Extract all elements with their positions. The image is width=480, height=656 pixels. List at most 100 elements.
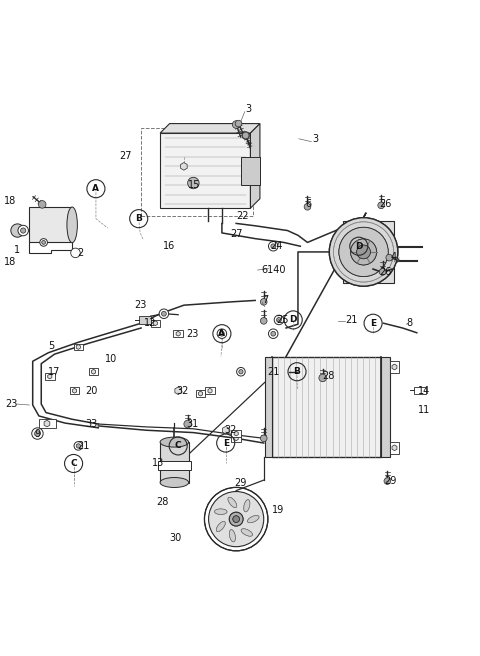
Text: 22: 22 — [236, 211, 249, 221]
Bar — [205, 388, 215, 394]
Text: 21: 21 — [346, 315, 358, 325]
Text: 3: 3 — [246, 104, 252, 114]
Circle shape — [319, 374, 326, 382]
Circle shape — [229, 512, 243, 526]
Ellipse shape — [241, 529, 252, 536]
Text: 20: 20 — [85, 386, 97, 396]
Bar — [141, 129, 253, 216]
Circle shape — [71, 248, 80, 258]
Text: 17: 17 — [48, 367, 61, 377]
Circle shape — [42, 241, 46, 244]
Text: 13: 13 — [152, 459, 164, 468]
Text: 28: 28 — [323, 371, 335, 382]
Bar — [45, 373, 55, 380]
Bar — [29, 207, 72, 243]
Circle shape — [271, 244, 276, 249]
Circle shape — [261, 435, 267, 441]
Text: A: A — [93, 184, 99, 194]
Circle shape — [357, 245, 371, 258]
Circle shape — [242, 132, 249, 139]
Bar — [89, 369, 98, 375]
Circle shape — [276, 318, 281, 322]
Circle shape — [379, 268, 386, 276]
Text: 23: 23 — [5, 399, 17, 409]
Polygon shape — [160, 123, 260, 133]
Text: 1: 1 — [14, 245, 20, 255]
Text: 23: 23 — [134, 300, 146, 310]
Circle shape — [384, 478, 391, 484]
Circle shape — [378, 202, 384, 209]
Text: A: A — [218, 329, 226, 338]
Text: 30: 30 — [169, 533, 181, 543]
Circle shape — [242, 132, 250, 139]
Bar — [70, 388, 79, 394]
Text: 12: 12 — [144, 318, 156, 328]
Circle shape — [162, 312, 166, 316]
Circle shape — [38, 201, 46, 208]
Text: 6: 6 — [306, 199, 312, 209]
Circle shape — [184, 420, 192, 428]
Bar — [73, 344, 83, 350]
Text: 18: 18 — [4, 195, 16, 205]
Bar — [222, 505, 250, 533]
Text: 31: 31 — [186, 419, 199, 429]
Text: 19: 19 — [272, 504, 284, 514]
Text: 21: 21 — [77, 441, 89, 451]
Bar — [160, 442, 189, 483]
Circle shape — [229, 512, 243, 526]
Ellipse shape — [215, 509, 227, 514]
Circle shape — [18, 225, 28, 236]
Ellipse shape — [248, 516, 259, 523]
Ellipse shape — [216, 522, 225, 531]
Ellipse shape — [229, 529, 235, 542]
Text: 33: 33 — [85, 419, 97, 429]
Text: 29: 29 — [384, 476, 397, 486]
Text: 18: 18 — [4, 257, 16, 268]
Ellipse shape — [228, 497, 237, 508]
Bar — [151, 320, 160, 327]
Circle shape — [233, 516, 240, 522]
Bar — [196, 390, 205, 397]
Text: C: C — [175, 441, 181, 451]
Circle shape — [339, 227, 388, 277]
Ellipse shape — [216, 522, 225, 531]
Text: 2: 2 — [77, 248, 83, 258]
Ellipse shape — [160, 478, 189, 487]
Ellipse shape — [215, 509, 227, 514]
Circle shape — [268, 241, 278, 251]
Text: 25: 25 — [276, 315, 289, 325]
Bar — [173, 331, 183, 337]
Text: 5: 5 — [48, 341, 55, 351]
Text: 3: 3 — [312, 134, 318, 144]
Circle shape — [350, 239, 377, 265]
Text: B: B — [135, 214, 142, 223]
Bar — [390, 442, 399, 453]
Text: 32: 32 — [177, 386, 189, 396]
Circle shape — [40, 239, 48, 246]
Text: 16: 16 — [162, 241, 175, 251]
Bar — [139, 316, 151, 324]
Circle shape — [237, 367, 245, 376]
Circle shape — [329, 218, 398, 286]
Circle shape — [357, 245, 371, 258]
Ellipse shape — [228, 497, 237, 508]
Text: D: D — [355, 241, 362, 251]
Circle shape — [261, 318, 267, 324]
Text: 24: 24 — [270, 241, 283, 251]
Circle shape — [219, 331, 224, 336]
Bar — [272, 358, 381, 457]
Ellipse shape — [160, 437, 189, 447]
Text: 9: 9 — [34, 428, 40, 439]
Ellipse shape — [229, 529, 235, 542]
Circle shape — [32, 428, 43, 440]
Circle shape — [232, 121, 240, 129]
Circle shape — [350, 239, 377, 265]
Ellipse shape — [248, 516, 259, 523]
Circle shape — [274, 315, 284, 325]
Text: E: E — [223, 439, 229, 447]
Circle shape — [268, 329, 278, 338]
Bar — [231, 430, 241, 437]
Text: 23: 23 — [186, 329, 199, 338]
Circle shape — [271, 331, 276, 336]
Circle shape — [233, 516, 240, 522]
